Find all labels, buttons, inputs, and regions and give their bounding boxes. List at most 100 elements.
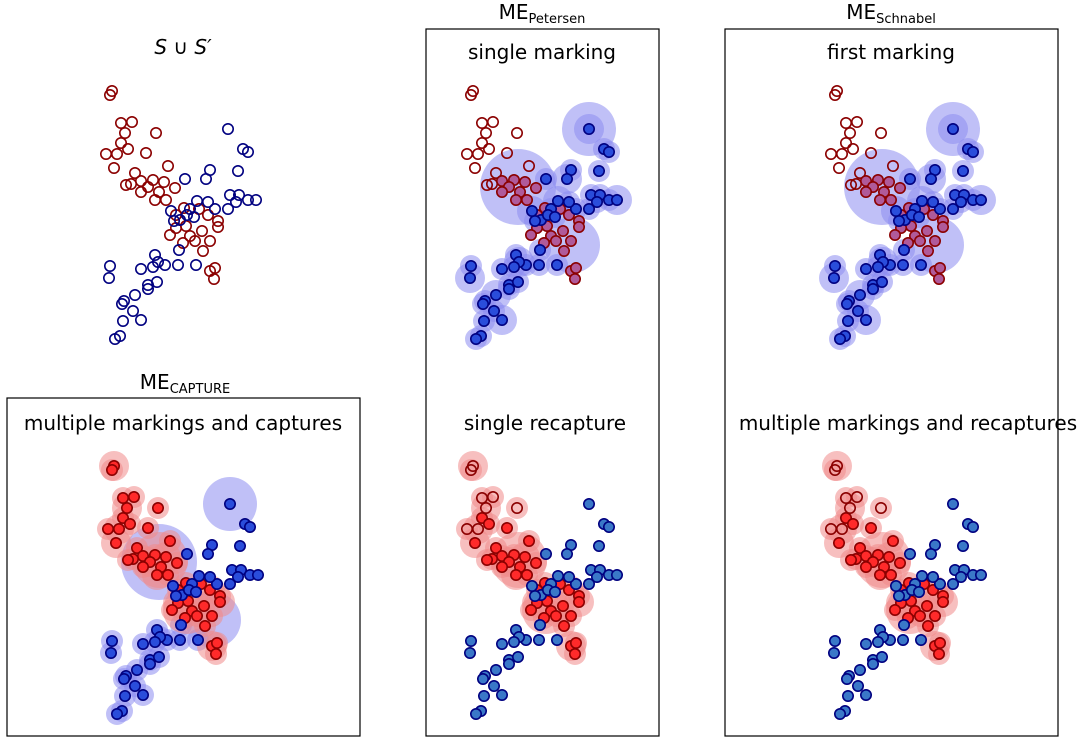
red-point bbox=[115, 117, 128, 130]
blue-point bbox=[851, 679, 864, 692]
red-point bbox=[510, 127, 523, 140]
blue-point bbox=[841, 689, 854, 702]
red-point bbox=[921, 245, 934, 258]
blue-point bbox=[560, 173, 573, 186]
red-point bbox=[464, 463, 477, 476]
blue-point bbox=[833, 332, 846, 345]
red-point bbox=[572, 221, 585, 234]
red-point bbox=[486, 490, 499, 503]
red-point bbox=[510, 501, 523, 514]
blue-point bbox=[181, 209, 194, 222]
red-point bbox=[124, 517, 137, 530]
frame-me-capture bbox=[6, 397, 361, 737]
blue-point bbox=[903, 173, 916, 186]
red-point bbox=[171, 556, 184, 569]
red-point bbox=[888, 603, 901, 616]
blue-point bbox=[487, 679, 500, 692]
blue-point bbox=[582, 123, 595, 136]
blue-point bbox=[224, 189, 237, 202]
blue-point bbox=[230, 196, 243, 209]
blue-point bbox=[532, 633, 545, 646]
blue-point bbox=[912, 211, 925, 224]
blue-point bbox=[144, 657, 157, 670]
blue-point bbox=[151, 275, 164, 288]
red-point bbox=[520, 568, 533, 581]
red-point bbox=[479, 127, 492, 140]
red-point bbox=[495, 186, 508, 199]
red-point bbox=[169, 182, 182, 195]
blue-point bbox=[106, 634, 119, 647]
red-point bbox=[160, 550, 173, 563]
blue-point bbox=[926, 196, 939, 209]
red-point bbox=[524, 603, 537, 616]
blue-point bbox=[495, 262, 508, 275]
red-point bbox=[933, 261, 946, 274]
red-point bbox=[197, 245, 210, 258]
red-point bbox=[137, 560, 150, 573]
blue-point bbox=[550, 258, 563, 271]
red-point bbox=[549, 609, 562, 622]
blue-point bbox=[828, 634, 841, 647]
blue-point bbox=[464, 634, 477, 647]
red-point bbox=[928, 609, 941, 622]
blue-point bbox=[539, 547, 552, 560]
red-point bbox=[164, 229, 177, 242]
red-point bbox=[893, 182, 906, 195]
red-point bbox=[121, 501, 134, 514]
blue-point bbox=[840, 672, 853, 685]
red-point bbox=[125, 178, 138, 191]
blue-point bbox=[933, 203, 946, 216]
blue-point bbox=[105, 646, 118, 659]
blue-point bbox=[489, 663, 502, 676]
red-point bbox=[832, 162, 845, 175]
blue-point bbox=[159, 258, 172, 271]
red-point bbox=[853, 541, 866, 554]
blue-point bbox=[242, 146, 255, 159]
red-point bbox=[568, 647, 581, 660]
blue-point bbox=[592, 165, 605, 178]
red-point bbox=[164, 534, 177, 547]
red-point bbox=[479, 501, 492, 514]
red-point bbox=[936, 221, 949, 234]
blue-point bbox=[966, 146, 979, 159]
blue-point bbox=[477, 689, 490, 702]
red-point bbox=[115, 137, 128, 150]
blue-point bbox=[610, 194, 623, 207]
red-point bbox=[572, 595, 585, 608]
blue-point bbox=[222, 203, 235, 216]
red-point bbox=[489, 167, 502, 180]
blue-point bbox=[582, 203, 595, 216]
subtitle-schnabel-bottom: multiple markings and recaptures bbox=[739, 411, 1077, 435]
blue-point bbox=[202, 547, 215, 560]
red-point bbox=[886, 534, 899, 547]
blue-point bbox=[469, 707, 482, 720]
red-point bbox=[884, 568, 897, 581]
blue-point bbox=[167, 579, 180, 592]
red-point bbox=[475, 117, 488, 130]
blue-point bbox=[562, 570, 575, 583]
panel-petersen-top bbox=[455, 85, 632, 350]
blue-point bbox=[502, 282, 515, 295]
red-point bbox=[932, 272, 945, 285]
blue-point bbox=[104, 259, 117, 272]
red-point bbox=[485, 178, 498, 191]
blue-point bbox=[502, 657, 515, 670]
blue-point bbox=[889, 205, 902, 218]
blue-point bbox=[149, 635, 162, 648]
red-point bbox=[212, 221, 225, 234]
red-point bbox=[874, 127, 887, 140]
blue-point bbox=[859, 688, 872, 701]
red-point bbox=[117, 491, 130, 504]
red-point bbox=[208, 272, 221, 285]
title-me-petersen: MEPetersen bbox=[499, 0, 586, 27]
panel-schnabel-bottom bbox=[820, 451, 987, 720]
blue-point bbox=[507, 260, 520, 273]
blue-point bbox=[590, 196, 603, 209]
red-point bbox=[864, 147, 877, 160]
blue-point bbox=[851, 304, 864, 317]
red-point bbox=[873, 194, 886, 207]
red-point bbox=[196, 225, 209, 238]
blue-point bbox=[202, 196, 215, 209]
red-point bbox=[495, 560, 508, 573]
red-point bbox=[828, 89, 841, 102]
